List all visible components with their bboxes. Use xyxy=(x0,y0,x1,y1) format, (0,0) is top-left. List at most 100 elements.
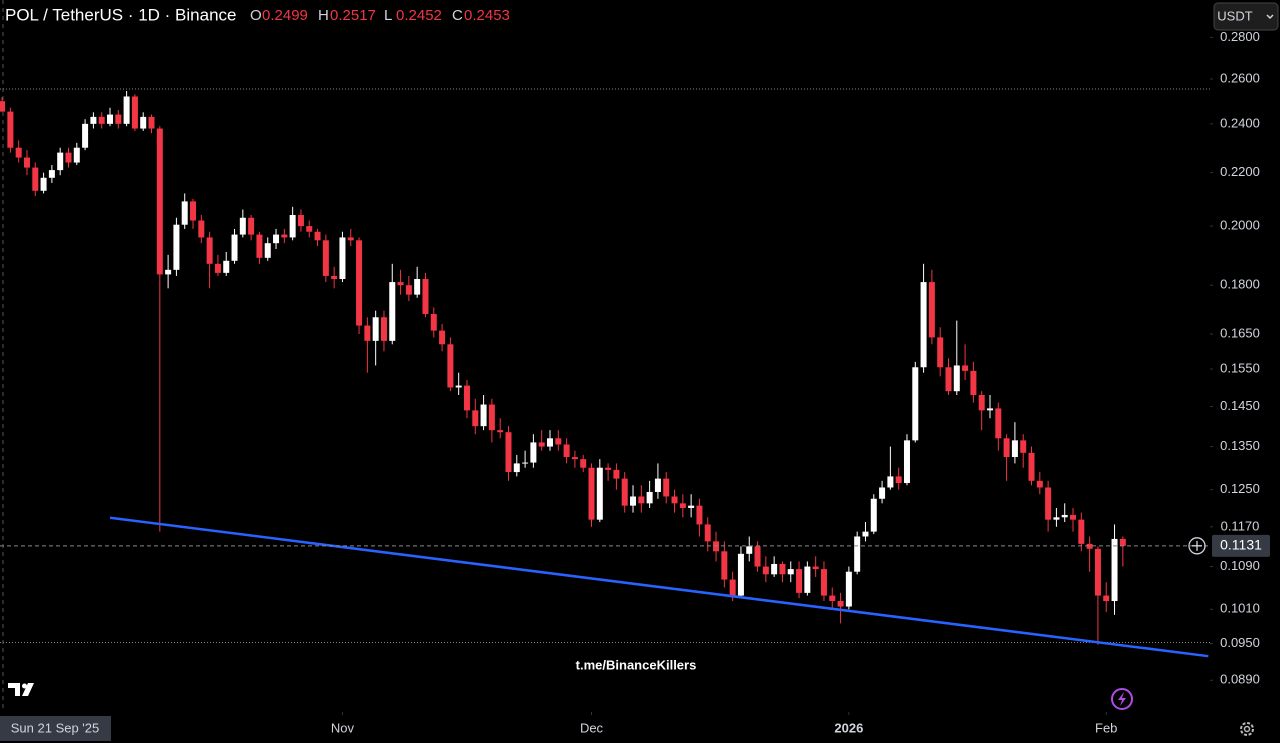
candle xyxy=(264,237,271,261)
candle-body xyxy=(571,457,578,460)
candle-body xyxy=(1053,517,1060,520)
candle xyxy=(57,147,64,176)
candle-body xyxy=(107,114,113,124)
candle-body xyxy=(422,279,429,314)
y-tick-label: 0.2200 xyxy=(1220,164,1260,179)
candle xyxy=(588,463,595,527)
add-alert-plus[interactable] xyxy=(1192,540,1202,551)
candle-body xyxy=(7,111,14,148)
y-tick-label: 0.1550 xyxy=(1220,361,1260,376)
candle xyxy=(239,209,246,238)
candle-body xyxy=(372,317,379,341)
add-alert-icon[interactable] xyxy=(1188,537,1206,555)
candle-body xyxy=(472,410,479,427)
candle xyxy=(430,307,437,338)
candle xyxy=(555,430,562,451)
candle xyxy=(621,472,628,513)
candle-body xyxy=(380,317,387,341)
candle xyxy=(148,114,155,134)
ohlc-letter: O xyxy=(250,7,262,24)
candle xyxy=(107,107,113,127)
gear[interactable] xyxy=(1240,722,1254,736)
candle xyxy=(771,556,778,577)
candle xyxy=(7,107,14,153)
candle-body xyxy=(862,531,869,537)
candle xyxy=(596,459,603,523)
candle-body xyxy=(987,408,993,411)
y-tick-label: 0.1800 xyxy=(1220,277,1260,292)
candle-body xyxy=(198,220,205,238)
candle xyxy=(547,430,553,451)
y-tick-label: 0.1010 xyxy=(1220,601,1260,616)
candle xyxy=(605,463,612,481)
candle-body xyxy=(1028,452,1035,481)
candle xyxy=(73,142,80,166)
candle xyxy=(198,214,205,244)
candle xyxy=(987,394,993,419)
candle xyxy=(273,228,280,250)
candle-body xyxy=(40,177,47,191)
lightning-icon[interactable] xyxy=(1111,688,1133,710)
candle xyxy=(380,310,387,352)
y-tick-label: 0.1450 xyxy=(1220,398,1260,413)
candle xyxy=(937,327,944,377)
dropdown-chevron[interactable] xyxy=(1266,14,1274,20)
candle-body xyxy=(903,440,910,484)
currency-label[interactable]: USDT xyxy=(1217,8,1252,23)
candle xyxy=(903,434,910,486)
y-tick-label: 0.2600 xyxy=(1220,70,1260,85)
candle xyxy=(356,237,363,335)
candle xyxy=(879,480,886,504)
candle-body xyxy=(480,404,487,427)
candle xyxy=(854,531,861,575)
candle-body xyxy=(879,487,886,499)
trendline xyxy=(109,516,1209,658)
lightning-circle[interactable] xyxy=(1111,688,1133,710)
candle-body xyxy=(679,503,686,508)
x-tick-label: Feb xyxy=(1095,720,1117,735)
candle-body xyxy=(978,394,985,411)
candle xyxy=(281,228,288,244)
y-tick-label: 0.1350 xyxy=(1220,438,1260,453)
candle xyxy=(123,90,130,127)
gear-hub[interactable] xyxy=(1243,725,1251,733)
x-tick-label: Dec xyxy=(580,720,604,735)
candle xyxy=(82,119,89,151)
candle-body xyxy=(331,275,338,280)
candle xyxy=(405,275,412,301)
candle xyxy=(297,209,304,232)
candle xyxy=(970,361,977,403)
candle xyxy=(339,231,346,283)
currency-button-box[interactable] xyxy=(1213,2,1279,31)
candle-body xyxy=(455,385,462,388)
candle-body xyxy=(156,128,163,275)
candle xyxy=(563,438,570,464)
candle-body xyxy=(854,536,861,572)
candle xyxy=(214,254,221,276)
plot-area xyxy=(0,36,1213,715)
lightning-bolt[interactable] xyxy=(1118,692,1126,706)
candle-body xyxy=(895,476,902,484)
candle xyxy=(331,266,338,289)
candle xyxy=(131,94,138,131)
currency-button[interactable]: USDT xyxy=(1213,2,1279,31)
candle-body xyxy=(23,157,30,168)
candle-body xyxy=(530,442,537,463)
candle-body xyxy=(239,217,246,235)
candle xyxy=(98,112,105,129)
candle-body xyxy=(945,367,952,392)
candle-body xyxy=(123,96,130,124)
candle xyxy=(995,402,1002,451)
candle-body xyxy=(447,344,454,388)
candle-body xyxy=(737,553,744,596)
candle-body xyxy=(522,462,529,464)
candle xyxy=(787,561,794,583)
candle-body xyxy=(663,478,670,497)
settings-icon[interactable] xyxy=(1240,722,1254,736)
candle xyxy=(804,561,811,596)
candle xyxy=(522,450,529,468)
candle-body xyxy=(281,234,288,238)
candle xyxy=(15,140,22,163)
candle-body xyxy=(920,282,927,368)
tradingview-logo xyxy=(8,683,34,696)
